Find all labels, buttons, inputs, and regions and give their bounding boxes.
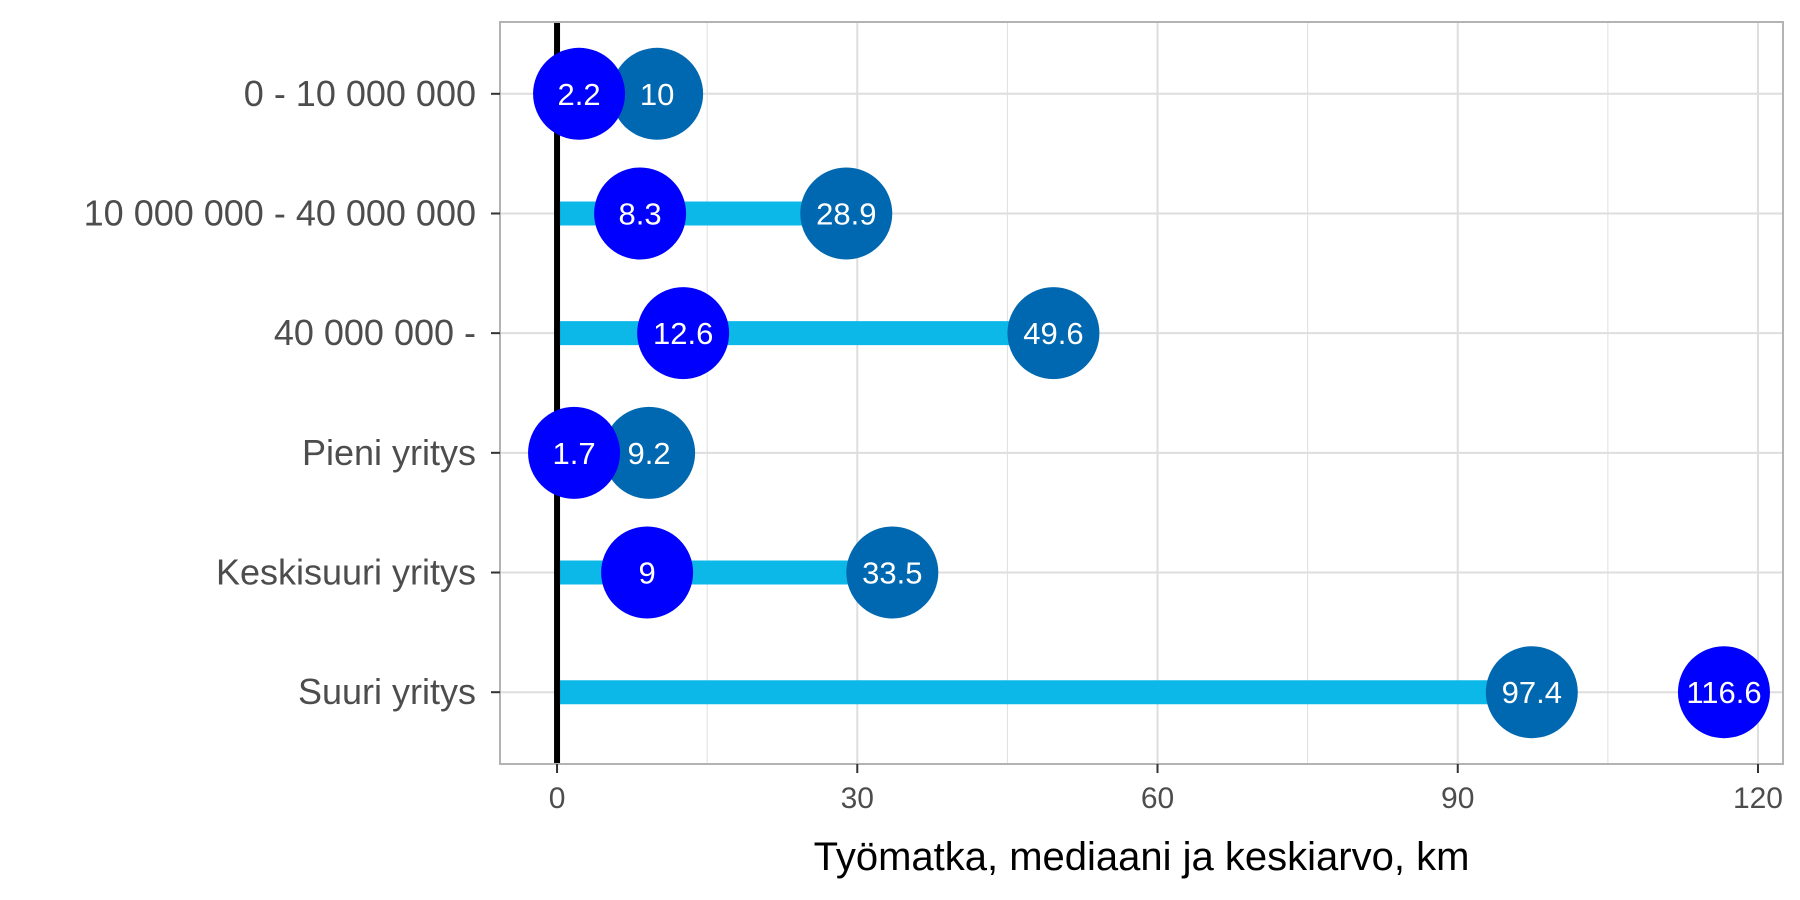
x-tick-label: 90 (1441, 782, 1474, 815)
median-point (528, 406, 621, 499)
data-points: 10 28.9 49.6 9.2 33.5 97.4 2.2 8.3 12.6 1.7 9 116.6 (528, 47, 1770, 739)
x-tick-label: 120 (1733, 782, 1783, 815)
mean-point (611, 47, 704, 140)
mean-value-label: 9.2 (628, 436, 671, 471)
median-value-label: 2.2 (558, 77, 601, 112)
mean-point (1485, 646, 1578, 739)
x-axis: 0 30 60 90 120 (549, 764, 1783, 815)
mean-point (1007, 287, 1100, 380)
x-axis-title: Työmatka, mediaani ja keskiarvo, km (814, 835, 1470, 879)
mean-point (800, 167, 893, 260)
x-tick-label: 0 (549, 782, 566, 815)
category-label: Pieni yritys (302, 432, 476, 473)
median-point (637, 287, 730, 380)
mean-value-label: 10 (640, 77, 674, 112)
category-label: 10 000 000 - 40 000 000 (84, 192, 476, 233)
median-point (533, 47, 626, 140)
category-label: 0 - 10 000 000 (244, 73, 476, 114)
mean-value-label: 49.6 (1023, 316, 1083, 351)
median-point (594, 167, 687, 260)
median-value-label: 9 (638, 556, 655, 591)
median-value-label: 116.6 (1686, 675, 1761, 710)
median-point (1677, 646, 1770, 739)
mean-value-label: 97.4 (1502, 675, 1562, 710)
mean-point (846, 526, 939, 619)
category-label: Suuri yritys (298, 671, 476, 712)
mean-point (603, 406, 696, 499)
mean-value-label: 33.5 (862, 556, 922, 591)
y-axis: 0 - 10 000 000 10 000 000 - 40 000 000 40 … (84, 73, 500, 712)
median-value-label: 12.6 (653, 316, 713, 351)
category-label: 40 000 000 - (274, 312, 476, 353)
x-tick-label: 30 (841, 782, 874, 815)
x-tick-label: 60 (1141, 782, 1174, 815)
median-value-label: 1.7 (553, 436, 596, 471)
panel-border (499, 21, 1784, 765)
mean-value-label: 28.9 (816, 196, 876, 231)
median-point (601, 526, 694, 619)
category-label: Keskisuuri yritys (216, 552, 476, 593)
median-value-label: 8.3 (619, 196, 662, 231)
